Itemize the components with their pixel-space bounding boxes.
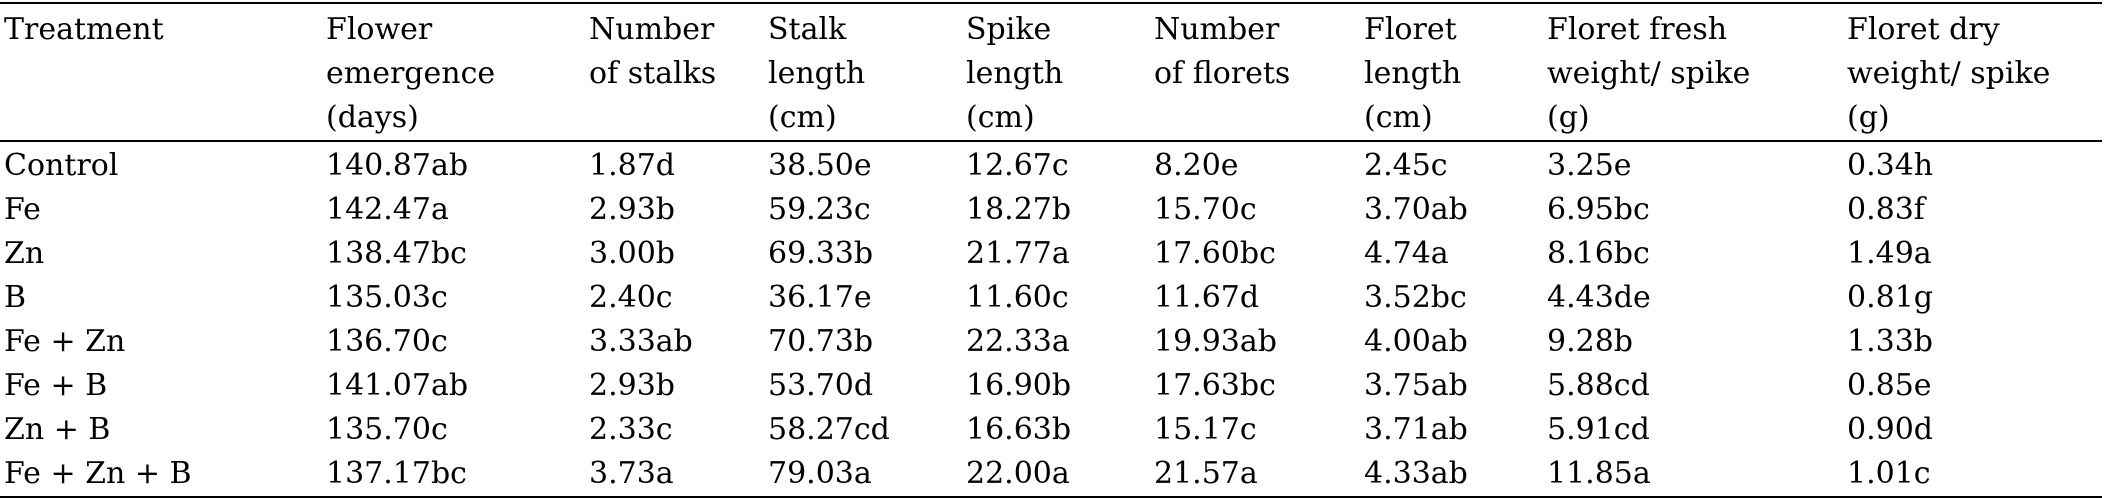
cell-number-of-stalks: 1.87d (589, 148, 676, 183)
cell-spike-length: 16.63b (966, 412, 1072, 447)
cell-number-of-stalks: 2.93b (589, 192, 676, 227)
cell-number-of-florets: 15.17c (1154, 412, 1257, 447)
cell-flower-emergence: 135.70c (326, 412, 448, 447)
cell-spike-length: 11.60c (966, 280, 1069, 315)
cell-stalk-length: 53.70d (768, 368, 874, 403)
cell-number-of-florets: 19.93ab (1154, 324, 1277, 359)
cell-spike-length: 21.77a (966, 236, 1070, 271)
cell-number-of-stalks: 3.33ab (589, 324, 693, 359)
cell-treatment: Fe (4, 192, 41, 227)
cell-floret-length: 3.70ab (1364, 192, 1468, 227)
cell-number-of-stalks: 2.33c (589, 412, 673, 447)
table-row: Zn 138.47bc 3.00b 69.33b 21.77a 17.60bc 4.74a 8… (0, 232, 2102, 276)
header-treatment: Treatment (4, 12, 164, 47)
cell-floret-dry-weight: 1.33b (1847, 324, 1934, 359)
cell-floret-fresh-weight: 9.28b (1547, 324, 1634, 359)
cell-number-of-florets: 8.20e (1154, 148, 1239, 183)
header-stalk-length: Stalk length (cm) (768, 12, 866, 135)
cell-floret-fresh-weight: 3.25e (1547, 148, 1632, 183)
cell-treatment: Zn + B (4, 412, 111, 447)
cell-floret-dry-weight: 1.49a (1847, 236, 1932, 271)
cell-floret-dry-weight: 0.81g (1847, 280, 1934, 315)
cell-floret-length: 3.52bc (1364, 280, 1467, 315)
cell-floret-length: 2.45c (1364, 148, 1448, 183)
cell-flower-emergence: 140.87ab (326, 148, 469, 183)
cell-stalk-length: 69.33b (768, 236, 874, 271)
cell-number-of-florets: 21.57a (1154, 456, 1258, 491)
cell-number-of-stalks: 2.93b (589, 368, 676, 403)
header-spike-length: Spike length (cm) (966, 12, 1064, 135)
table-row: Fe 142.47a 2.93b 59.23c 18.27b 15.70c 3.70ab 6.… (0, 188, 2102, 232)
header-floret-dry-weight: Floret dry weight/ spike (g) (1847, 12, 2051, 135)
cell-number-of-stalks: 3.73a (589, 456, 674, 491)
cell-floret-length: 4.33ab (1364, 456, 1468, 491)
cell-treatment: Zn (4, 236, 45, 271)
cell-number-of-florets: 17.60bc (1154, 236, 1276, 271)
header-number-of-florets: Number of florets (1154, 12, 1291, 91)
cell-spike-length: 18.27b (966, 192, 1072, 227)
cell-floret-dry-weight: 0.34h (1847, 148, 1934, 183)
table-body: Control 140.87ab 1.87d 38.50e 12.67c 8.20e 2.4… (0, 141, 2102, 497)
cell-floret-length: 4.74a (1364, 236, 1449, 271)
cell-treatment: Fe + B (4, 368, 108, 403)
cell-flower-emergence: 138.47bc (326, 236, 467, 271)
table-row: Fe + Zn 136.70c 3.33ab 70.73b 22.33a 19.93ab 4… (0, 320, 2102, 364)
cell-spike-length: 22.33a (966, 324, 1070, 359)
table-row: Control 140.87ab 1.87d 38.50e 12.67c 8.20e 2.4… (0, 141, 2102, 188)
cell-spike-length: 16.90b (966, 368, 1072, 403)
cell-spike-length: 22.00a (966, 456, 1070, 491)
cell-stalk-length: 79.03a (768, 456, 872, 491)
cell-stalk-length: 59.23c (768, 192, 871, 227)
cell-floret-fresh-weight: 8.16bc (1547, 236, 1650, 271)
header-flower-emergence: Flower emergence (days) (326, 12, 496, 135)
table-row: Zn + B 135.70c 2.33c 58.27cd 16.63b 15.17c 3.7… (0, 408, 2102, 452)
table-row: Fe + B 141.07ab 2.93b 53.70d 16.90b 17.63bc 3.… (0, 364, 2102, 408)
cell-floret-length: 3.75ab (1364, 368, 1468, 403)
cell-floret-dry-weight: 0.85e (1847, 368, 1932, 403)
cell-flower-emergence: 137.17bc (326, 456, 467, 491)
cell-flower-emergence: 142.47a (326, 192, 449, 227)
cell-treatment: Control (4, 148, 119, 183)
cell-floret-fresh-weight: 4.43de (1547, 280, 1651, 315)
cell-number-of-stalks: 2.40c (589, 280, 673, 315)
cell-treatment: Fe + Zn (4, 324, 126, 359)
header-number-of-stalks: Number of stalks (589, 12, 717, 91)
table-row: Fe + Zn + B 137.17bc 3.73a 79.03a 22.00a 21.5… (0, 452, 2102, 497)
cell-floret-dry-weight: 1.01c (1847, 456, 1931, 491)
cell-treatment: Fe + Zn + B (4, 456, 192, 491)
header-row: Treatment Flower emergence (days) Number… (0, 3, 2102, 141)
cell-number-of-stalks: 3.00b (589, 236, 676, 271)
cell-floret-length: 4.00ab (1364, 324, 1468, 359)
cell-floret-fresh-weight: 5.91cd (1547, 412, 1650, 447)
cell-floret-fresh-weight: 11.85a (1547, 456, 1651, 491)
cell-floret-dry-weight: 0.90d (1847, 412, 1934, 447)
cell-floret-length: 3.71ab (1364, 412, 1468, 447)
cell-stalk-length: 38.50e (768, 148, 872, 183)
table-row: B 135.03c 2.40c 36.17e 11.60c 11.67d 3.52bc 4.… (0, 276, 2102, 320)
cell-stalk-length: 70.73b (768, 324, 874, 359)
cell-stalk-length: 36.17e (768, 280, 872, 315)
header-floret-fresh-weight: Floret fresh weight/ spike (g) (1547, 12, 1751, 135)
cell-treatment: B (4, 280, 27, 315)
cell-flower-emergence: 135.03c (326, 280, 448, 315)
cell-floret-fresh-weight: 6.95bc (1547, 192, 1650, 227)
cell-number-of-florets: 11.67d (1154, 280, 1260, 315)
cell-spike-length: 12.67c (966, 148, 1069, 183)
header-floret-length: Floret length (cm) (1364, 12, 1462, 135)
cell-floret-dry-weight: 0.83f (1847, 192, 1925, 227)
cell-number-of-florets: 17.63bc (1154, 368, 1276, 403)
cell-stalk-length: 58.27cd (768, 412, 890, 447)
cell-flower-emergence: 136.70c (326, 324, 448, 359)
cell-flower-emergence: 141.07ab (326, 368, 469, 403)
cell-number-of-florets: 15.70c (1154, 192, 1257, 227)
table-header: Treatment Flower emergence (days) Number… (0, 3, 2102, 141)
cell-floret-fresh-weight: 5.88cd (1547, 368, 1650, 403)
